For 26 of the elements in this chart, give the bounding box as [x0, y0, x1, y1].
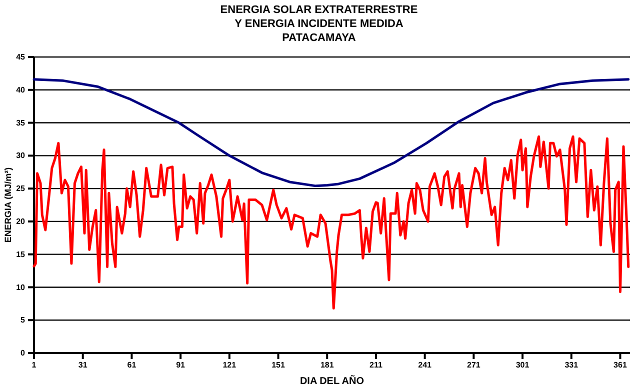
x-tick-label: 271 [466, 360, 481, 370]
x-tick-label: 1 [32, 360, 37, 370]
x-tick-label: 301 [516, 360, 530, 370]
y-tick-label: 5 [20, 316, 26, 325]
y-tick-label: 40 [16, 85, 26, 94]
chart-title: ENERGIA SOLAR EXTRATERRESTRE Y ENERGIA INCIDENTE MEDIDA PATACAMAYA [220, 4, 418, 44]
y-tick-label: 25 [16, 184, 26, 194]
y-tick-label: 10 [16, 282, 26, 292]
x-tick-label: 121 [222, 360, 237, 370]
x-tick-label: 241 [418, 360, 432, 370]
y-tick-label: 0 [20, 348, 26, 358]
x-tick-label: 181 [320, 360, 334, 370]
x-axis-title: DIA DEL AÑO [300, 375, 364, 387]
y-tick-label: 20 [16, 217, 26, 226]
y-tick-label: 45 [16, 52, 26, 62]
x-tick-label: 331 [564, 360, 579, 370]
x-tick-label: 211 [370, 360, 383, 370]
x-tick-label: 151 [272, 360, 286, 370]
x-tick-label: 31 [78, 360, 88, 370]
y-tick-label: 30 [16, 151, 26, 160]
y-tick-label: 35 [16, 118, 26, 128]
x-tick-label: 61 [127, 360, 137, 370]
y-tick-label: 15 [16, 250, 26, 259]
x-tick-label: 91 [176, 360, 186, 370]
y-axis-title: ENERGIA (MJ/m²) [3, 167, 13, 243]
x-tick-label: 361 [614, 360, 628, 370]
